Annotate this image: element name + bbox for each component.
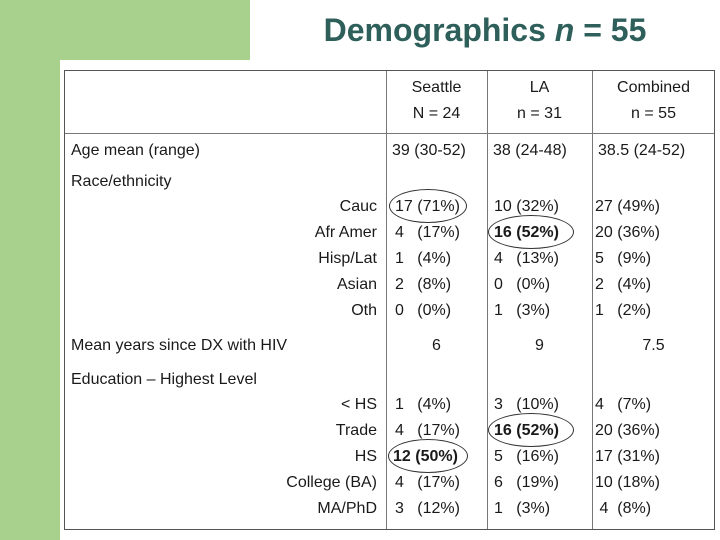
years-seattle: 6 (432, 337, 441, 354)
edu-seattle-trade: 4 (17%) (395, 422, 460, 439)
edu-combined-trade: 20 (36%) (595, 422, 660, 439)
slide-title: Demographics n = 55 (250, 0, 720, 60)
race-label-oth: Oth (351, 302, 377, 319)
age-label: Age mean (range) (71, 142, 200, 159)
years-la: 9 (535, 337, 544, 354)
column-divider-3 (592, 71, 593, 529)
header-la: LA n = 31 (487, 75, 592, 127)
age-seattle: 39 (30-52) (392, 142, 466, 159)
race-la-oth: 1 (3%) (494, 302, 551, 319)
race-label-cauc: Cauc (339, 198, 377, 215)
edu-label-lt-hs: < HS (340, 396, 377, 413)
edu-combined-lt-hs: 4 (7%) (595, 396, 652, 413)
highlight-circle-seattle-hs (388, 439, 468, 473)
edu-la-hs: 5 (16%) (494, 448, 559, 465)
race-seattle-hisp-lat: 1 (4%) (395, 250, 452, 267)
highlight-circle-la-trade (488, 413, 574, 447)
race-seattle-asian: 2 (8%) (395, 276, 452, 293)
race-label-afr-amer: Afr Amer (314, 224, 377, 241)
years-label: Mean years since DX with HIV (71, 337, 288, 354)
race-section-label: Race/ethnicity (71, 173, 172, 190)
header-la-line1: LA (529, 79, 550, 96)
edu-la-college: 6 (19%) (494, 474, 559, 491)
race-combined-hisp-lat: 5 (9%) (595, 250, 652, 267)
edu-label-trade: Trade (335, 422, 377, 439)
header-seattle-line1: Seattle (411, 79, 462, 96)
education-section-label: Education – Highest Level (71, 371, 257, 388)
race-combined-asian: 2 (4%) (595, 276, 652, 293)
age-la: 38 (24-48) (493, 142, 567, 159)
edu-label-college: College (BA) (286, 474, 377, 491)
race-la-hisp-lat: 4 (13%) (494, 250, 559, 267)
header-combined-line2: n = 55 (631, 105, 676, 122)
highlight-circle-la-afr-amer (488, 215, 574, 249)
race-la-asian: 0 (0%) (494, 276, 551, 293)
column-divider-1 (386, 71, 387, 529)
edu-label-hs: HS (354, 448, 377, 465)
edu-combined-hs: 17 (31%) (595, 448, 660, 465)
demographics-table: Seattle N = 24 LA n = 31 Combined n = 55… (64, 70, 715, 530)
race-label-asian: Asian (336, 276, 377, 293)
header-combined: Combined n = 55 (592, 75, 715, 127)
header-seattle-line2: N = 24 (412, 105, 461, 122)
years-combined: 7.5 (642, 337, 665, 354)
title-main: Demographics (323, 12, 546, 48)
edu-seattle-lt-hs: 1 (4%) (395, 396, 452, 413)
edu-combined-college: 10 (18%) (595, 474, 660, 491)
green-corner-block (0, 0, 250, 60)
header-divider (65, 133, 714, 134)
age-combined: 38.5 (24-52) (598, 142, 686, 159)
title-n-value: = 55 (583, 12, 647, 48)
race-seattle-afr-amer: 4 (17%) (395, 224, 460, 241)
header-seattle: Seattle N = 24 (386, 75, 487, 127)
race-combined-afr-amer: 20 (36%) (595, 224, 660, 241)
edu-combined-ma-phd: 4 (8%) (595, 500, 652, 517)
highlight-circle-seattle-cauc (389, 189, 467, 223)
race-la-cauc: 10 (32%) (494, 198, 559, 215)
race-seattle-oth: 0 (0%) (395, 302, 452, 319)
header-la-line2: n = 31 (517, 105, 562, 122)
edu-seattle-ma-phd: 3 (12%) (395, 500, 460, 517)
title-n-label: n (554, 12, 575, 48)
race-combined-oth: 1 (2%) (595, 302, 652, 319)
edu-la-ma-phd: 1 (3%) (494, 500, 551, 517)
race-combined-cauc: 27 (49%) (595, 198, 660, 215)
edu-label-ma-phd: MA/PhD (317, 500, 377, 517)
column-divider-2 (487, 71, 488, 529)
race-label-hisp-lat: Hisp/Lat (318, 250, 377, 267)
header-combined-line1: Combined (617, 79, 690, 96)
edu-la-lt-hs: 3 (10%) (494, 396, 559, 413)
green-side-bar (0, 0, 60, 540)
edu-seattle-college: 4 (17%) (395, 474, 460, 491)
